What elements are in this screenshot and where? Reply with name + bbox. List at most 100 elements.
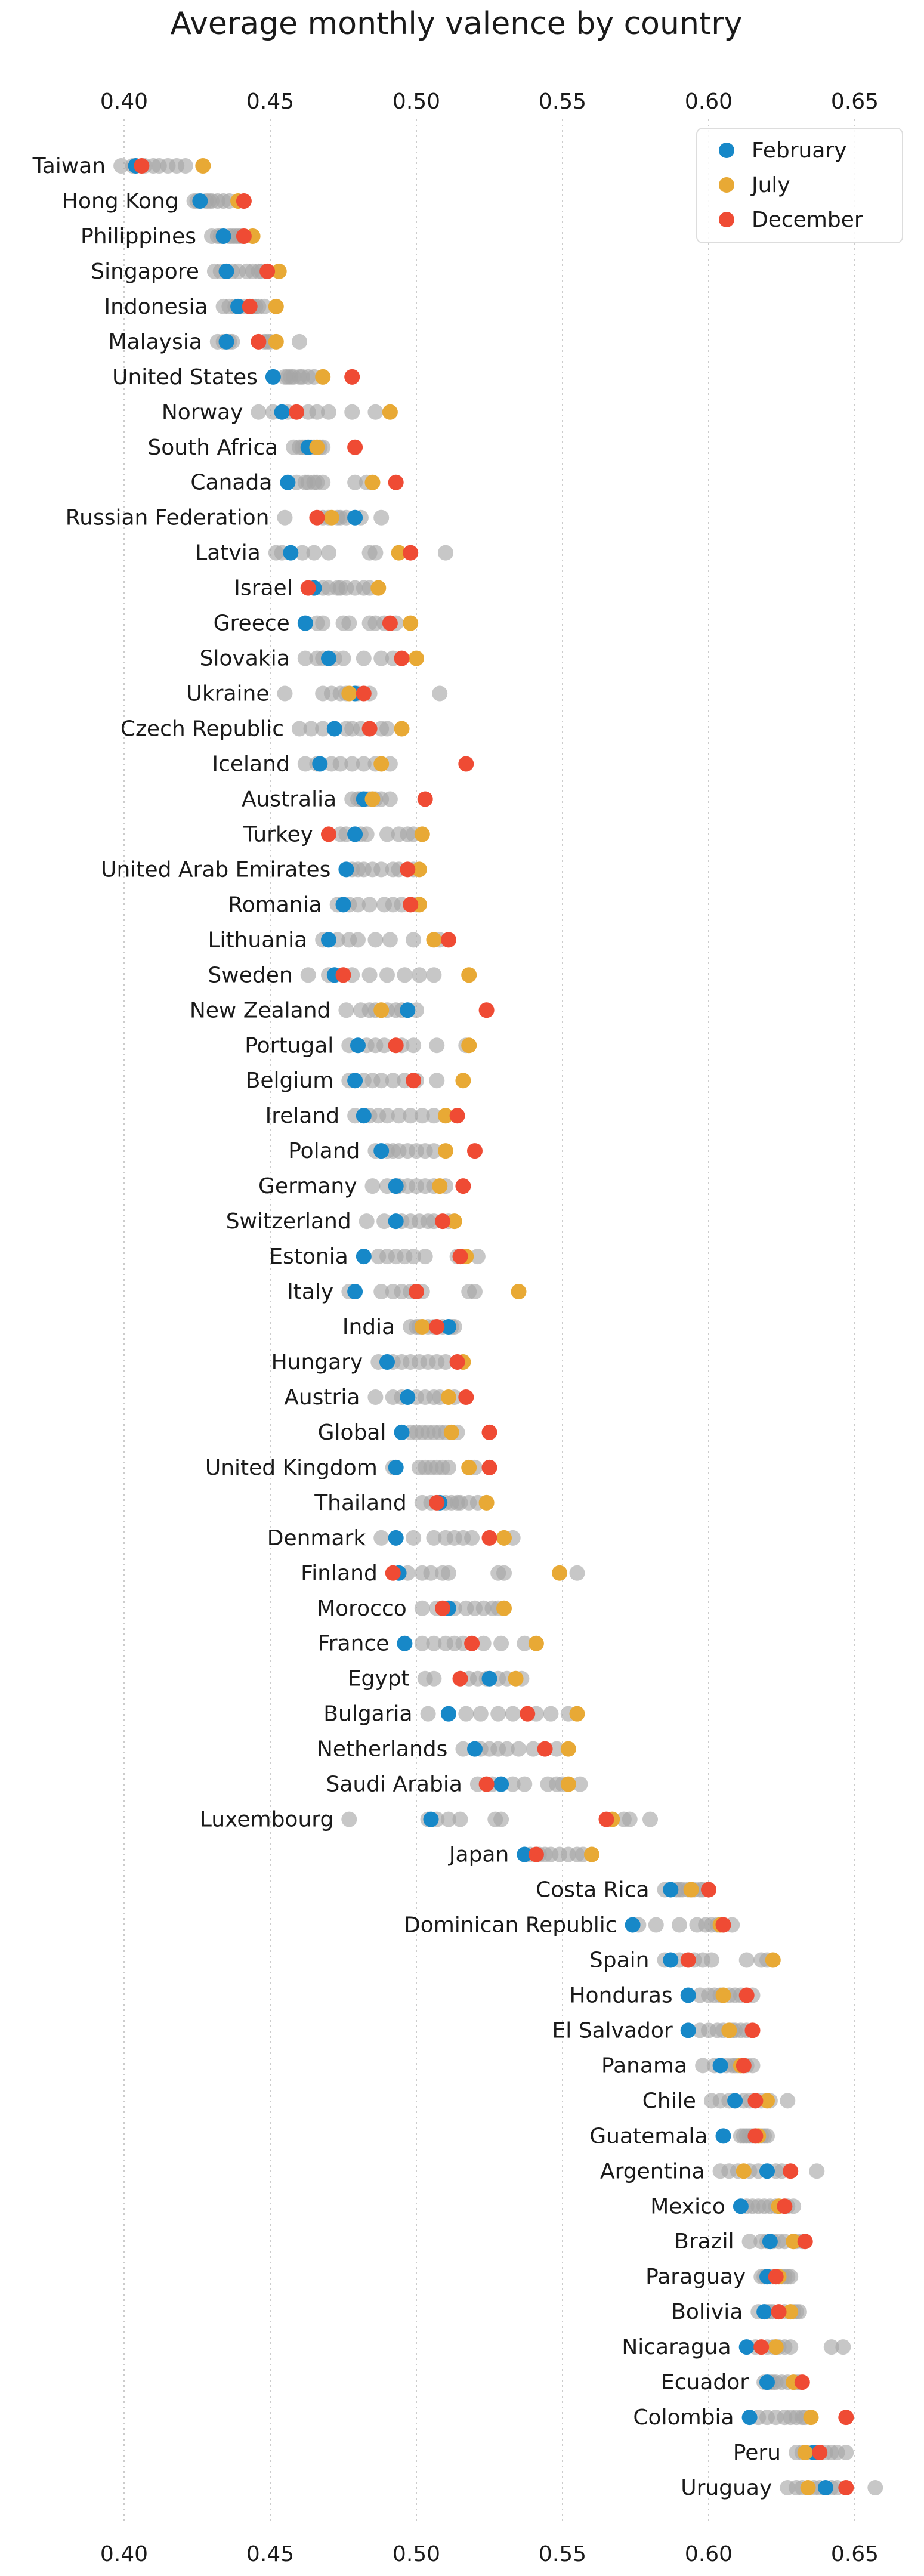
february-point [280,474,296,490]
february-point [762,2234,778,2250]
other-month-point [373,650,390,666]
country-label: New Zealand [190,998,331,1023]
other-month-point [496,1565,512,1581]
legend-marker [719,177,734,193]
country-row: Iceland [212,752,474,776]
country-label: Costa Rica [536,1878,649,1902]
july-point [373,1002,390,1018]
country-label: Japan [448,1843,509,1867]
other-month-point [341,615,357,631]
other-month-point [472,1706,489,1722]
july-point [759,2093,775,2109]
february-point [715,2128,731,2144]
other-month-point [440,1565,456,1581]
february-point [388,1530,404,1546]
country-row: Thailand [314,1491,495,1515]
other-month-point [356,650,372,666]
other-month-point [432,685,448,702]
country-row: Costa Rica [536,1878,716,1902]
country-row: Switzerland [226,1209,462,1234]
other-month-point [458,1706,474,1722]
february-point [680,2022,696,2038]
december-point [738,1987,755,2003]
country-label: Saudi Arabia [326,1772,462,1797]
february-point [397,1635,413,1651]
country-label: Lithuania [208,928,307,952]
december-point [409,1284,424,1300]
february-point [759,2374,775,2390]
july-point [438,1143,453,1159]
february-point [192,193,208,209]
july-point [528,1635,544,1651]
february-point [517,1846,533,1862]
july-point [508,1670,524,1687]
december-point [449,1108,465,1124]
country-row: Ukraine [186,682,448,706]
country-label: Belgium [246,1068,334,1093]
country-row: Canada [190,471,404,495]
february-point [741,2410,758,2426]
february-point [347,1073,363,1089]
other-month-point [452,1811,468,1827]
december-point [481,1530,497,1546]
other-month-point [382,791,398,807]
other-month-point [469,1249,486,1265]
july-point [446,1213,462,1230]
december-point [403,897,419,913]
country-label: Malaysia [108,330,202,354]
december-point [452,1249,468,1265]
other-month-point [373,1284,390,1300]
other-month-point [309,474,325,490]
february-point [356,1108,372,1124]
other-month-point [332,756,348,772]
february-point [215,228,231,244]
february-point [218,333,234,350]
other-month-point [499,1741,515,1757]
july-point [443,1424,459,1440]
december-point [467,1143,483,1159]
july-point [373,756,390,772]
country-label: Thailand [314,1491,407,1515]
country-row: Mexico [650,2194,802,2219]
july-point [323,509,339,526]
country-label: Chile [642,2089,696,2113]
other-month-point [294,545,310,561]
other-month-point [309,404,325,420]
country-row: Poland [288,1139,483,1163]
country-label: Sweden [208,963,292,987]
december-point [753,2339,770,2355]
country-row: United Arab Emirates [101,857,427,882]
bottom-tick-label: 0.45 [246,2542,294,2566]
december-point [236,228,252,244]
country-row: South Africa [147,435,363,460]
other-month-point [280,369,296,385]
december-point [452,1670,468,1687]
december-point [361,721,378,737]
december-point [481,1424,497,1440]
other-month-point [455,1741,471,1757]
other-month-point [379,1108,395,1124]
legend-label: February [752,138,847,163]
other-month-point [373,1530,390,1546]
other-month-point [411,967,427,983]
country-row: Lithuania [208,928,456,952]
country-label: Romania [228,892,322,917]
top-tick-label: 0.55 [539,89,586,114]
other-month-point [429,1037,445,1054]
july-point [768,2339,784,2355]
july-point [426,932,442,948]
country-row: Panama [601,2053,761,2078]
february-point [759,2163,775,2179]
other-month-point [230,263,246,279]
february-point [663,1952,679,1968]
country-row: Honduras [569,1983,761,2007]
other-month-point [809,2163,825,2179]
top-tick-label: 0.60 [685,89,733,114]
july-point [195,158,211,174]
country-label: India [342,1315,395,1339]
country-label: Germany [258,1174,357,1199]
december-point [747,2128,764,2144]
december-point [429,1319,445,1335]
july-point [341,685,357,702]
february-point [218,263,234,279]
